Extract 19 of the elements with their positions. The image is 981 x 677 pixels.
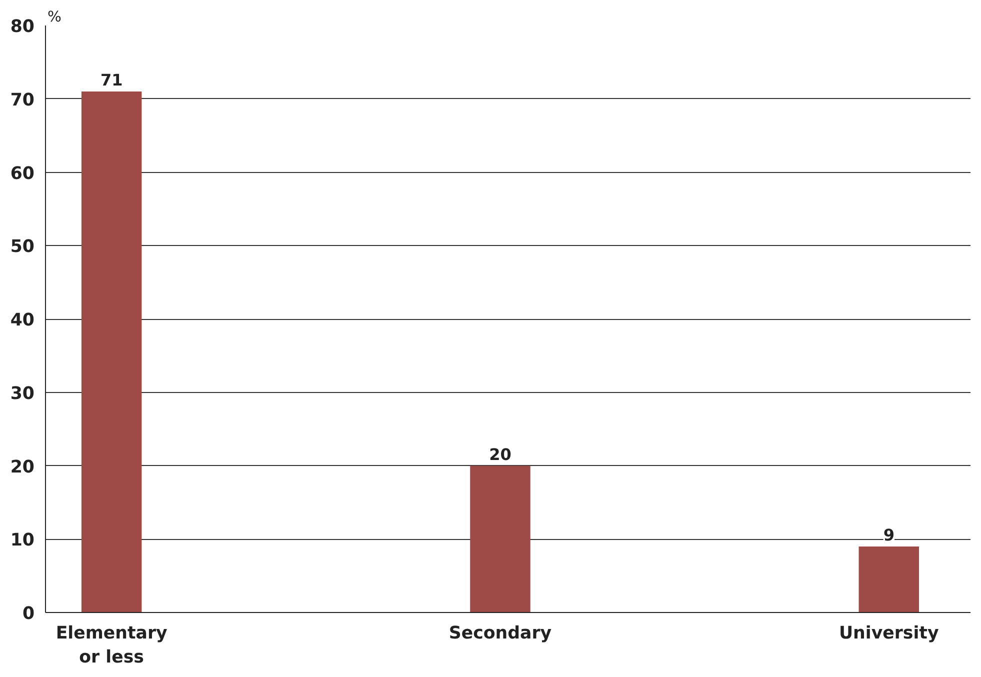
y-tick-label: 0 (22, 604, 35, 624)
data-label: 9 (883, 525, 894, 544)
y-tick-label: 50 (10, 237, 35, 258)
y-tick-label: 20 (10, 457, 35, 478)
x-tick-label: Secondary (448, 624, 552, 644)
bar (470, 466, 530, 612)
data-label: 20 (489, 444, 512, 464)
y-axis-title: % (48, 8, 62, 26)
data-label: 71 (100, 70, 123, 90)
y-tick-label: 80 (10, 17, 35, 37)
y-tick-label: 70 (10, 90, 35, 110)
x-tick-label: Elementary or less (56, 624, 168, 668)
bar (81, 92, 142, 612)
y-tick-label: 30 (10, 384, 35, 404)
y-tick-label: 40 (10, 310, 35, 330)
y-tick-label: 10 (10, 530, 35, 551)
y-tick-label: 60 (10, 164, 35, 184)
x-tick-label: University (838, 624, 939, 644)
bar (858, 546, 920, 612)
